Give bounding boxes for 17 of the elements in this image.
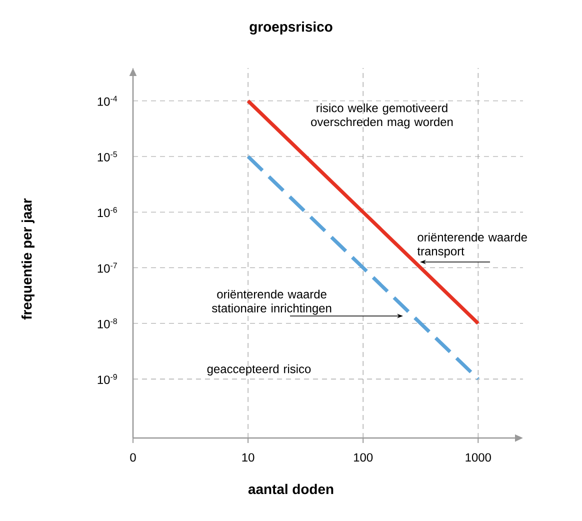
annotation: oriënterende waarde stationaire inrichtingen	[212, 290, 332, 315]
y-tick-label: 10$^{-9}$	[98, 374, 117, 384]
y-tick-label: 10$^{-5}$	[98, 152, 117, 162]
x-axis-title: aantal doden	[248, 484, 334, 494]
x-tick-label: 10	[242, 453, 254, 462]
y-tick-label: 10$^{-7}$	[98, 262, 117, 273]
x-tick-label: 0	[130, 453, 136, 462]
annotation: risico welke gemotiveerd overschreden mag worden	[311, 103, 453, 129]
x-tick-label: 1000	[466, 453, 491, 462]
y-tick-label: 10$^{-4}$	[98, 96, 118, 106]
y-axis-title: frequentie per jaar	[22, 198, 34, 320]
y-tick-label: 10$^{-8}$	[98, 318, 117, 328]
x-tick-label: 100	[354, 453, 373, 462]
y-tick-label: 10$^{-6}$	[98, 207, 117, 218]
annotation: oriënterende waarde transport	[417, 232, 527, 258]
chart-title: groepsrisico	[250, 21, 332, 35]
annotation: geaccepteerd risico	[207, 364, 311, 376]
